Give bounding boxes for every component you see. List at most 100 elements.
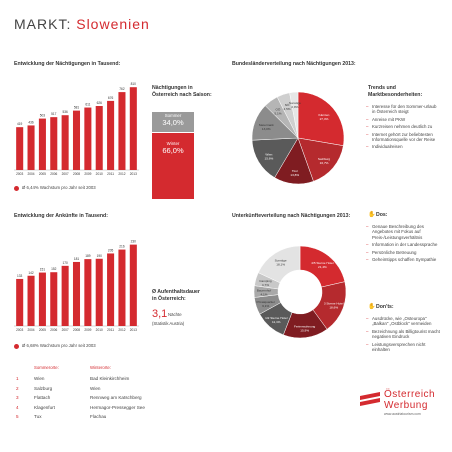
overnights-tick-label: 2012 [118, 172, 125, 176]
arrivals-tick-label: 2009 [84, 328, 91, 332]
arrivals-tick-label: 2011 [107, 328, 114, 332]
overnights-value-label: 436 [28, 120, 34, 124]
overnights-tick-label: 2007 [62, 172, 69, 176]
overnights-tick-label: 2009 [84, 172, 91, 176]
summer-pct: 34,0% [162, 118, 184, 127]
accommodation-slice-label: Ferienwohnung [294, 325, 316, 329]
stay-value: 3,1 [152, 308, 168, 320]
trends-heading-line1: Trends und [368, 85, 396, 91]
states-slice-pct: 16,7% [320, 161, 329, 165]
accommodation-slice-pct: 15,9% [300, 329, 309, 333]
places-rank: 1 [16, 376, 19, 381]
places-row: 4 Klagenfurt Hermagor-Pressegger See [16, 405, 196, 415]
thumbs-up-icon: ✋ [368, 212, 376, 218]
states-pie-chart: Kärnten27,4%Salzburg16,7%Tirol13,8%Wien1… [251, 91, 345, 185]
trend-item: Kurzreisen nehmen deutlich zu [366, 124, 440, 130]
overnights-bar [50, 117, 58, 170]
overnights-bar [118, 92, 126, 170]
states-slice-label: Tirol [292, 169, 298, 173]
donts-item: Ausdrücke, wie „Osteuropa" „Balkan" „Ost… [366, 316, 442, 327]
overnights-value-label: 581 [74, 106, 80, 110]
summer-place: Wien [34, 376, 45, 381]
overnights-value-label: 676 [108, 96, 114, 100]
places-row: 5 Tux Flachau [16, 414, 196, 424]
places-row: 2 Salzburg Wien [16, 386, 196, 396]
arrivals-tick-label: 2007 [62, 328, 69, 332]
accommodation-slice-pct: 21,4% [318, 265, 327, 269]
accommodation-slice [257, 245, 301, 284]
arrivals-bar [107, 253, 115, 326]
arrivals-value-label: 189 [85, 254, 91, 258]
states-slice-label: Steiermark [259, 123, 274, 127]
arrivals-tick-label: 2012 [118, 328, 125, 332]
states-slice [251, 137, 299, 178]
arrivals-bar [84, 259, 92, 326]
states-slice-pct: 4,5% [284, 107, 291, 111]
accommodation-slice-pct: 4,1% [260, 293, 267, 297]
trend-item: Anreise mit PKW [366, 117, 440, 123]
overnights-bar [129, 87, 137, 170]
arrivals-value-label: 133 [17, 274, 23, 278]
summer-share-box: Sommer 34,0% [152, 112, 194, 132]
overnights-value-label: 536 [62, 110, 68, 114]
states-slice-label: NÖ [285, 103, 290, 107]
places-rank: 3 [16, 395, 19, 400]
overnights-bar [95, 106, 103, 170]
summer-place: Klagenfurt [34, 404, 55, 410]
arrivals-tick-label: 2013 [130, 328, 137, 332]
arrivals-chart-title: Entwicklung der Ankünfte in Tausend: [14, 213, 108, 219]
arrivals-tick-label: 2003 [16, 328, 23, 332]
winter-place: Flachau [90, 414, 107, 419]
arrivals-value-label: 142 [28, 271, 34, 275]
accommodation-slice-label: 1/2 Sterne Hotel [265, 316, 288, 320]
stay-heading-line1: Ø Aufenthaltsdauer [152, 289, 200, 295]
places-rank: 2 [16, 385, 19, 391]
overnights-value-label: 611 [85, 103, 90, 107]
logo-line2: Werbung [384, 400, 428, 411]
overnights-value-label: 517 [51, 112, 57, 116]
accommodation-slice-label: Privatquartier [257, 300, 275, 304]
summer-places-heading: Sommerorte: [34, 365, 59, 370]
arrivals-value-label: 230 [131, 240, 137, 244]
accommodation-donut-title: Unterkünfteverteilung nach Nächtigungen … [232, 213, 351, 219]
states-slice-pct: 13,8% [290, 173, 299, 177]
arrivals-bar [50, 272, 58, 326]
dos-item: Genaue Beschreibung des Angebotes mit Fo… [366, 224, 442, 240]
states-slice [297, 91, 345, 146]
growth-arrow-icon-2 [14, 344, 19, 349]
trends-heading-line2: Marktbesonderheiten: [368, 92, 423, 98]
states-slice-label: Kärnten [319, 113, 330, 117]
states-slice [289, 91, 299, 139]
overnights-bar [72, 110, 81, 170]
season-heading-line2: Österreich nach Saison: [152, 92, 212, 98]
arrivals-value-label: 181 [74, 257, 80, 261]
summer-label: Sommer [164, 113, 182, 118]
overnights-growth-note: Ø 6,44% Wachstum pro Jahr seit 2003 [22, 185, 96, 190]
overnights-value-label: 810 [131, 82, 137, 86]
dos-list: Genaue Beschreibung des Angebotes mit Fo… [366, 224, 442, 264]
thumbs-down-icon: ✋ [368, 304, 376, 310]
dos-item: Geheimtipps schaffen Sympathie [366, 257, 442, 263]
overnights-tick-label: 2003 [16, 172, 23, 176]
dos-item: Information in der Landessprache [366, 242, 442, 248]
arrivals-bar [118, 249, 126, 326]
summer-place: Flattach [34, 395, 51, 400]
trend-item: Internet gehört zur beliebtesten Informa… [366, 132, 440, 143]
overnights-bar-chart: 419 2003 436 2004 503 2005 517 2006 536 2007 581 20… [14, 82, 139, 176]
states-slice-pct: 27,4% [320, 117, 329, 121]
dos-item: Persönliche Betreuung [366, 250, 442, 256]
arrivals-tick-label: 2008 [73, 328, 80, 332]
overnights-tick-label: 2013 [130, 172, 137, 176]
places-row: 3 Flattach Rennweg am Katschberg [16, 395, 196, 405]
arrivals-bar [61, 265, 69, 326]
page-title: MARKT: Slowenien [14, 16, 150, 32]
arrivals-bar [95, 258, 103, 326]
summer-place: Salzburg [34, 385, 53, 391]
growth-arrow-icon [14, 186, 19, 191]
accommodation-slice-pct: 4,7% [262, 283, 269, 287]
accommodation-slice-label: 3 Sterne Hotel [324, 302, 344, 306]
states-slice-label: OÖ [276, 108, 281, 112]
arrivals-tick-label: 2006 [50, 328, 57, 332]
places-rank: 5 [16, 414, 19, 419]
